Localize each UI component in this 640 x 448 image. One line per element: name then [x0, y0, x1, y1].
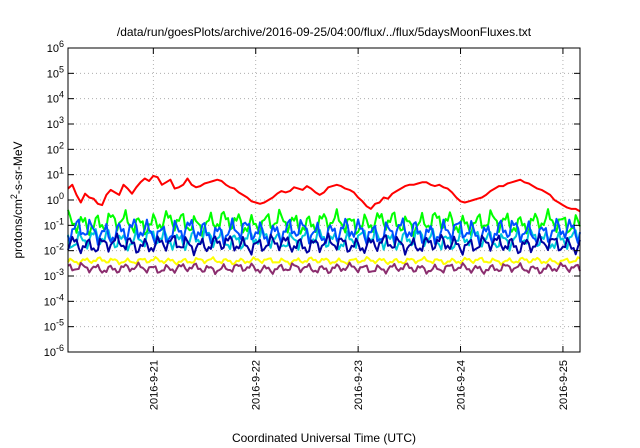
y-tick-base: 10 — [47, 43, 59, 55]
y-tick-exp: 6 — [59, 39, 64, 49]
y-label-sup: 2 — [9, 194, 19, 199]
series-layer — [67, 174, 581, 276]
y-tick-base: 10 — [44, 322, 56, 334]
y-tick-label: 10-1 — [44, 216, 64, 232]
y-tick-base: 10 — [47, 119, 59, 131]
y-tick-base: 10 — [47, 195, 59, 207]
grid-layer — [68, 48, 580, 352]
y-tick-label: 104 — [47, 90, 64, 106]
y-tick-label: 10-5 — [44, 318, 64, 334]
x-tick-label: 2016-9-22 — [251, 360, 263, 410]
y-tick-base: 10 — [44, 296, 56, 308]
y-tick-label: 105 — [47, 64, 64, 80]
y-tick-base: 10 — [44, 347, 56, 359]
y-tick-label: 10-6 — [44, 343, 64, 359]
y-tick-exp: 4 — [59, 90, 64, 100]
y-tick-label: 102 — [47, 140, 64, 156]
y-axis-label: protons/cm2-s-sr-MeV — [9, 141, 25, 258]
series-line — [67, 261, 581, 276]
y-tick-label: 103 — [47, 115, 64, 131]
y-tick-exp: 5 — [59, 64, 64, 74]
y-tick-base: 10 — [44, 220, 56, 232]
series-line — [67, 208, 581, 238]
y-tick-base: 10 — [47, 68, 59, 80]
series-line — [67, 232, 581, 257]
y-tick-label: 106 — [47, 39, 64, 55]
y-tick-base: 10 — [44, 246, 56, 258]
y-tick-label: 10-2 — [44, 242, 64, 258]
y-tick-label: 101 — [47, 166, 64, 182]
y-tick-exp: -1 — [56, 216, 64, 226]
series-line — [67, 217, 581, 247]
y-tick-exp: -4 — [56, 292, 64, 302]
y-ticks: 10-610-510-410-310-210-11001011021031041… — [44, 39, 580, 359]
y-label-post: -s-sr-MeV — [11, 141, 25, 194]
x-ticks: 2016-9-21 2016-9-22 2016-9-23 2016-9-24 2016… — [148, 48, 570, 410]
x-axis-label: Coordinated Universal Time (UTC) — [232, 431, 416, 445]
series-line — [67, 227, 581, 252]
y-label-pre: protons/cm — [11, 199, 25, 258]
y-tick-base: 10 — [47, 144, 59, 156]
x-tick-label: 2016-9-21 — [148, 360, 160, 410]
y-tick-exp: 3 — [59, 115, 64, 125]
x-tick-label: 2016-9-25 — [558, 360, 570, 410]
chart-title: /data/run/goesPlots/archive/2016-09-25/0… — [117, 25, 532, 39]
y-tick-exp: -5 — [56, 318, 64, 328]
y-tick-label: 100 — [47, 191, 64, 207]
y-tick-label: 10-4 — [44, 292, 64, 308]
x-tick-label: 2016-9-23 — [353, 360, 365, 410]
y-tick-exp: -6 — [56, 343, 64, 353]
series-line — [67, 174, 581, 213]
y-tick-exp: 2 — [59, 140, 64, 150]
y-tick-exp: 1 — [59, 166, 64, 176]
series-line — [67, 255, 581, 266]
y-tick-exp: -3 — [56, 267, 64, 277]
y-tick-exp: -2 — [56, 242, 64, 252]
y-tick-label: 10-3 — [44, 267, 64, 283]
y-tick-base: 10 — [47, 170, 59, 182]
y-tick-exp: 0 — [59, 191, 64, 201]
y-tick-base: 10 — [44, 271, 56, 283]
x-tick-label: 2016-9-24 — [456, 360, 468, 410]
y-tick-base: 10 — [47, 94, 59, 106]
